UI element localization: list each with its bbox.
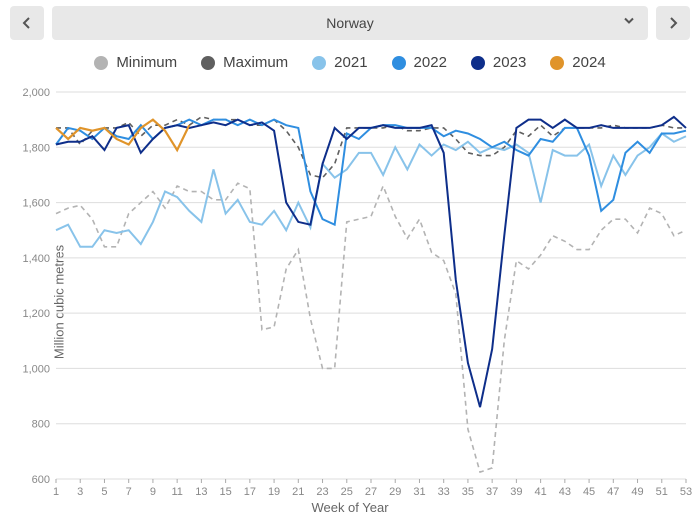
country-selector-bar: Norway: [0, 0, 700, 40]
legend-dot-icon: [94, 56, 108, 70]
country-dropdown-label: Norway: [326, 15, 373, 31]
line-chart: Million cubic metres 6008001,0001,2001,4…: [0, 86, 700, 517]
legend-label: 2024: [572, 54, 605, 71]
svg-text:23: 23: [316, 486, 328, 498]
legend-label: 2022: [414, 54, 447, 71]
series-2024: [56, 120, 189, 150]
legend-dot-icon: [312, 56, 326, 70]
next-country-button[interactable]: [656, 6, 690, 40]
svg-text:19: 19: [268, 486, 280, 498]
legend-item-2021[interactable]: 2021: [312, 54, 367, 71]
svg-text:11: 11: [171, 486, 182, 498]
series-2023: [56, 117, 686, 407]
legend-dot-icon: [392, 56, 406, 70]
svg-text:1,400: 1,400: [22, 253, 50, 265]
svg-text:25: 25: [341, 486, 353, 498]
legend-item-2024[interactable]: 2024: [550, 54, 605, 71]
chart-svg: 6008001,0001,2001,4001,6001,8002,0001357…: [0, 86, 700, 517]
series-2022: [56, 120, 686, 225]
country-dropdown[interactable]: Norway: [52, 6, 648, 40]
svg-text:3: 3: [77, 486, 83, 498]
svg-text:37: 37: [486, 486, 498, 498]
legend-item-2023[interactable]: 2023: [471, 54, 526, 71]
svg-text:600: 600: [32, 474, 50, 486]
svg-text:29: 29: [389, 486, 401, 498]
svg-text:1,200: 1,200: [22, 308, 50, 320]
svg-text:47: 47: [607, 486, 619, 498]
svg-text:49: 49: [631, 486, 643, 498]
legend-dot-icon: [550, 56, 564, 70]
svg-text:53: 53: [680, 486, 692, 498]
legend-item-maximum[interactable]: Maximum: [201, 54, 288, 71]
svg-text:27: 27: [365, 486, 377, 498]
legend-dot-icon: [471, 56, 485, 70]
svg-text:35: 35: [462, 486, 474, 498]
svg-text:1,600: 1,600: [22, 198, 50, 210]
legend-item-minimum[interactable]: Minimum: [94, 54, 177, 71]
svg-text:45: 45: [583, 486, 595, 498]
svg-text:7: 7: [126, 486, 132, 498]
chevron-left-icon: [20, 16, 34, 30]
svg-text:1,800: 1,800: [22, 142, 50, 154]
svg-text:800: 800: [32, 419, 50, 431]
svg-text:1,000: 1,000: [22, 363, 50, 375]
svg-text:13: 13: [195, 486, 207, 498]
prev-country-button[interactable]: [10, 6, 44, 40]
svg-text:21: 21: [292, 486, 304, 498]
chevron-down-icon: [622, 14, 636, 33]
legend-dot-icon: [201, 56, 215, 70]
chevron-right-icon: [666, 16, 680, 30]
x-axis-label: Week of Year: [0, 500, 700, 515]
svg-text:31: 31: [413, 486, 425, 498]
chart-legend: Minimum Maximum 2021 2022 2023 2024: [0, 54, 700, 71]
svg-text:41: 41: [534, 486, 546, 498]
svg-text:2,000: 2,000: [22, 87, 50, 99]
svg-text:1: 1: [53, 486, 59, 498]
svg-text:51: 51: [656, 486, 668, 498]
svg-text:15: 15: [219, 486, 231, 498]
legend-item-2022[interactable]: 2022: [392, 54, 447, 71]
legend-label: 2023: [493, 54, 526, 71]
legend-label: 2021: [334, 54, 367, 71]
series-2021: [56, 133, 686, 246]
legend-label: Minimum: [116, 54, 177, 71]
legend-label: Maximum: [223, 54, 288, 71]
svg-text:5: 5: [101, 486, 107, 498]
svg-text:9: 9: [150, 486, 156, 498]
svg-text:43: 43: [559, 486, 571, 498]
svg-text:39: 39: [510, 486, 522, 498]
svg-text:17: 17: [244, 486, 256, 498]
svg-text:33: 33: [438, 486, 450, 498]
